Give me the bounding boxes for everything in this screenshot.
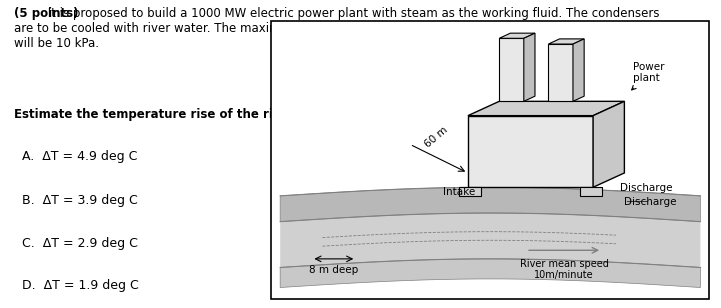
Text: Discharge: Discharge bbox=[624, 197, 677, 207]
Polygon shape bbox=[280, 213, 700, 267]
Polygon shape bbox=[459, 187, 482, 196]
Text: (5 points): (5 points) bbox=[14, 7, 79, 20]
Text: Discharge: Discharge bbox=[621, 183, 673, 193]
Text: 8 m deep: 8 m deep bbox=[309, 265, 358, 275]
Text: 60 m: 60 m bbox=[423, 125, 450, 150]
Polygon shape bbox=[499, 33, 535, 38]
Text: Estimate the temperature rise of the river downstream from the power plant.: Estimate the temperature rise of the riv… bbox=[14, 108, 531, 121]
Text: Intake: Intake bbox=[443, 187, 475, 197]
Text: C.  ΔT = 2.9 deg C: C. ΔT = 2.9 deg C bbox=[22, 237, 138, 250]
Polygon shape bbox=[523, 33, 535, 101]
Bar bbox=[468, 116, 593, 187]
Text: River mean speed
10m/minute: River mean speed 10m/minute bbox=[520, 259, 609, 281]
Text: Power
plant: Power plant bbox=[632, 62, 665, 90]
Text: B.  ΔT = 3.9 deg C: B. ΔT = 3.9 deg C bbox=[22, 194, 138, 207]
Polygon shape bbox=[593, 101, 624, 187]
Polygon shape bbox=[280, 187, 700, 222]
Polygon shape bbox=[468, 101, 624, 116]
Text: A.  ΔT = 4.9 deg C: A. ΔT = 4.9 deg C bbox=[22, 150, 137, 163]
Bar bbox=[499, 38, 523, 101]
Text: It is proposed to build a 1000 MW electric power plant with steam as the working: It is proposed to build a 1000 MW electr… bbox=[14, 7, 690, 50]
Bar bbox=[549, 44, 573, 101]
Polygon shape bbox=[549, 39, 584, 44]
Polygon shape bbox=[580, 187, 602, 196]
Text: D.  ΔT = 1.9 deg C: D. ΔT = 1.9 deg C bbox=[22, 279, 138, 292]
Polygon shape bbox=[573, 39, 584, 101]
Polygon shape bbox=[280, 259, 700, 288]
